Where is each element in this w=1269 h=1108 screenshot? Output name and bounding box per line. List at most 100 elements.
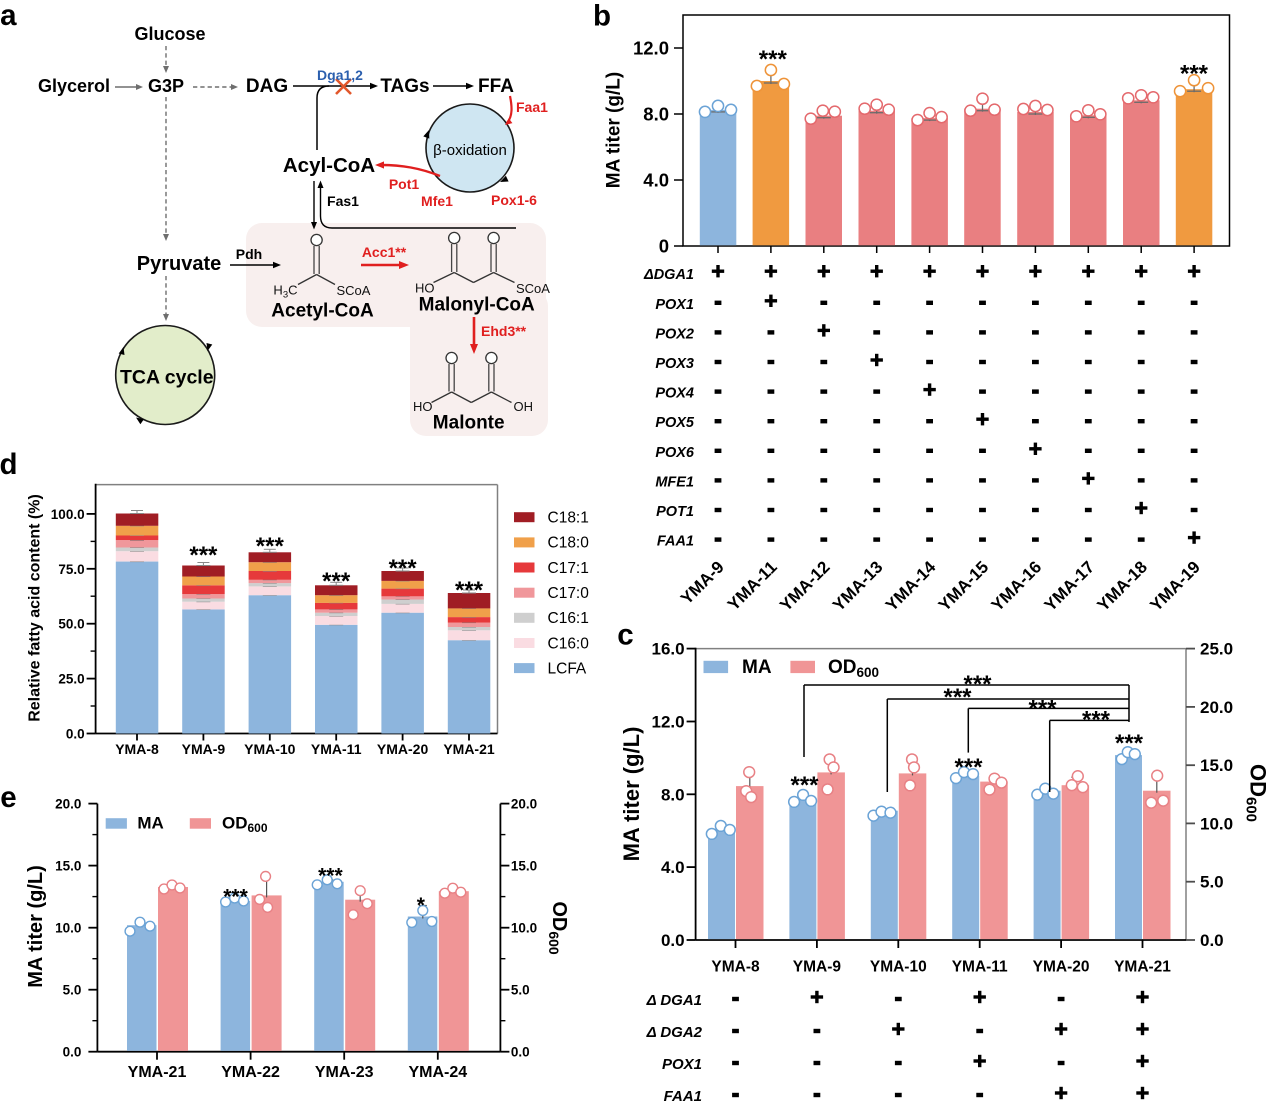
svg-text:SCoA: SCoA [516, 281, 550, 296]
svg-text:FAA1: FAA1 [657, 534, 694, 550]
svg-text:5.0: 5.0 [1200, 873, 1224, 892]
svg-text:POX4: POX4 [655, 386, 694, 402]
svg-text:25.0: 25.0 [1200, 640, 1233, 659]
svg-text:8.0: 8.0 [661, 785, 685, 804]
svg-text:12.0: 12.0 [633, 38, 669, 59]
svg-text:Dga1,2: Dga1,2 [317, 67, 363, 83]
svg-text:YMA-11: YMA-11 [311, 741, 362, 757]
svg-text:0.0: 0.0 [511, 1045, 530, 1060]
svg-text:b: b [593, 0, 611, 32]
svg-text:Pyruvate: Pyruvate [137, 253, 222, 275]
svg-text:Glucose: Glucose [134, 24, 205, 44]
svg-text:a: a [0, 0, 17, 32]
svg-text:5.0: 5.0 [511, 983, 530, 998]
svg-text:LCFA: LCFA [548, 660, 587, 677]
svg-text:***: *** [1028, 695, 1057, 722]
svg-text:10.0: 10.0 [1200, 814, 1233, 833]
svg-text:YMA-11: YMA-11 [952, 959, 1008, 976]
svg-text:Acyl-CoA: Acyl-CoA [283, 154, 375, 177]
svg-text:*: * [417, 894, 426, 917]
svg-text:TCA cycle: TCA cycle [120, 367, 214, 389]
svg-text:YMA-20: YMA-20 [377, 741, 429, 757]
svg-text:G3P: G3P [148, 76, 184, 96]
svg-text:Glycerol: Glycerol [38, 76, 110, 96]
svg-text:25.0: 25.0 [58, 672, 84, 687]
svg-text:POX6: POX6 [655, 445, 695, 461]
svg-text:0.0: 0.0 [63, 1045, 82, 1060]
svg-text:HO: HO [415, 281, 435, 296]
svg-text:10.0: 10.0 [55, 921, 81, 936]
svg-text:YMA-8: YMA-8 [115, 741, 159, 757]
svg-text:d: d [0, 448, 18, 481]
svg-text:***: *** [790, 772, 819, 799]
svg-text:YMA-23: YMA-23 [315, 1064, 374, 1081]
svg-text:c: c [617, 619, 633, 652]
svg-text:YMA-9: YMA-9 [793, 959, 842, 976]
svg-text:H3C: H3C [273, 283, 297, 301]
svg-text:POX1: POX1 [662, 1056, 702, 1073]
svg-text:YMA-9: YMA-9 [182, 741, 226, 757]
svg-text:POX2: POX2 [655, 326, 694, 342]
svg-text:Malonte: Malonte [433, 413, 505, 434]
svg-text:***: *** [318, 864, 343, 887]
svg-text:MA titer (g/L): MA titer (g/L) [619, 727, 644, 862]
svg-text:C18:1: C18:1 [548, 510, 589, 527]
svg-text:***: *** [322, 568, 351, 595]
svg-text:***: *** [256, 533, 285, 560]
svg-text:OH: OH [514, 399, 534, 414]
svg-text:POX3: POX3 [655, 356, 694, 372]
svg-text:YMA-21: YMA-21 [128, 1064, 187, 1081]
svg-text:75.0: 75.0 [58, 562, 84, 577]
svg-text:Acc1**: Acc1** [362, 244, 407, 260]
svg-text:***: *** [1082, 707, 1111, 734]
svg-text:4.0: 4.0 [643, 170, 669, 191]
svg-text:50.0: 50.0 [58, 617, 84, 632]
svg-text:Faa1: Faa1 [516, 99, 548, 115]
svg-text:FFA: FFA [478, 76, 514, 97]
svg-text:Relative fatty acid content (%: Relative fatty acid content (%) [27, 494, 44, 722]
svg-text:0.0: 0.0 [66, 727, 85, 742]
svg-text:***: *** [759, 46, 788, 73]
svg-text:YMA-20: YMA-20 [1033, 959, 1090, 976]
svg-text:YMA-21: YMA-21 [1114, 959, 1171, 976]
svg-text:YMA-8: YMA-8 [711, 959, 760, 976]
svg-text:POT1: POT1 [656, 504, 694, 520]
svg-text:15.0: 15.0 [55, 859, 81, 874]
svg-text:YMA-24: YMA-24 [408, 1064, 467, 1081]
svg-text:POX1: POX1 [655, 297, 694, 313]
svg-text:20.0: 20.0 [511, 797, 537, 812]
svg-text:FAA1: FAA1 [664, 1088, 702, 1105]
svg-text:C17:0: C17:0 [548, 585, 590, 602]
svg-text:ΔDGA1: ΔDGA1 [643, 267, 694, 283]
svg-text:DAG: DAG [246, 76, 288, 97]
svg-text:C16:1: C16:1 [548, 610, 589, 627]
svg-text:YMA-22: YMA-22 [221, 1064, 280, 1081]
svg-text:C18:0: C18:0 [548, 535, 590, 552]
svg-text:20.0: 20.0 [1200, 698, 1233, 717]
svg-text:β-oxidation: β-oxidation [433, 142, 507, 159]
svg-text:YMA-21: YMA-21 [443, 741, 495, 757]
svg-text:Δ DGA2: Δ DGA2 [646, 1024, 703, 1041]
svg-text:15.0: 15.0 [511, 859, 537, 874]
svg-text:0.0: 0.0 [661, 931, 685, 950]
svg-text:0.0: 0.0 [1200, 931, 1224, 950]
svg-text:***: *** [455, 577, 484, 604]
svg-text:0: 0 [659, 236, 669, 257]
svg-text:C16:0: C16:0 [548, 635, 590, 652]
svg-text:Malonyl-CoA: Malonyl-CoA [419, 295, 535, 316]
svg-text:Pot1: Pot1 [389, 176, 420, 192]
svg-text:15.0: 15.0 [1200, 756, 1233, 775]
svg-text:YMA-10: YMA-10 [870, 959, 927, 976]
svg-text:HO: HO [413, 399, 433, 414]
svg-text:20.0: 20.0 [55, 797, 81, 812]
svg-text:16.0: 16.0 [652, 640, 685, 659]
svg-text:Acetyl-CoA: Acetyl-CoA [271, 301, 374, 322]
svg-text:***: *** [1115, 730, 1144, 757]
svg-text:10.0: 10.0 [511, 921, 537, 936]
svg-text:YMA-10: YMA-10 [244, 741, 296, 757]
svg-text:***: *** [1180, 61, 1209, 88]
svg-text:***: *** [389, 555, 418, 582]
svg-text:***: *** [954, 754, 983, 781]
svg-text:***: *** [943, 684, 972, 711]
svg-text:MA: MA [137, 814, 163, 833]
